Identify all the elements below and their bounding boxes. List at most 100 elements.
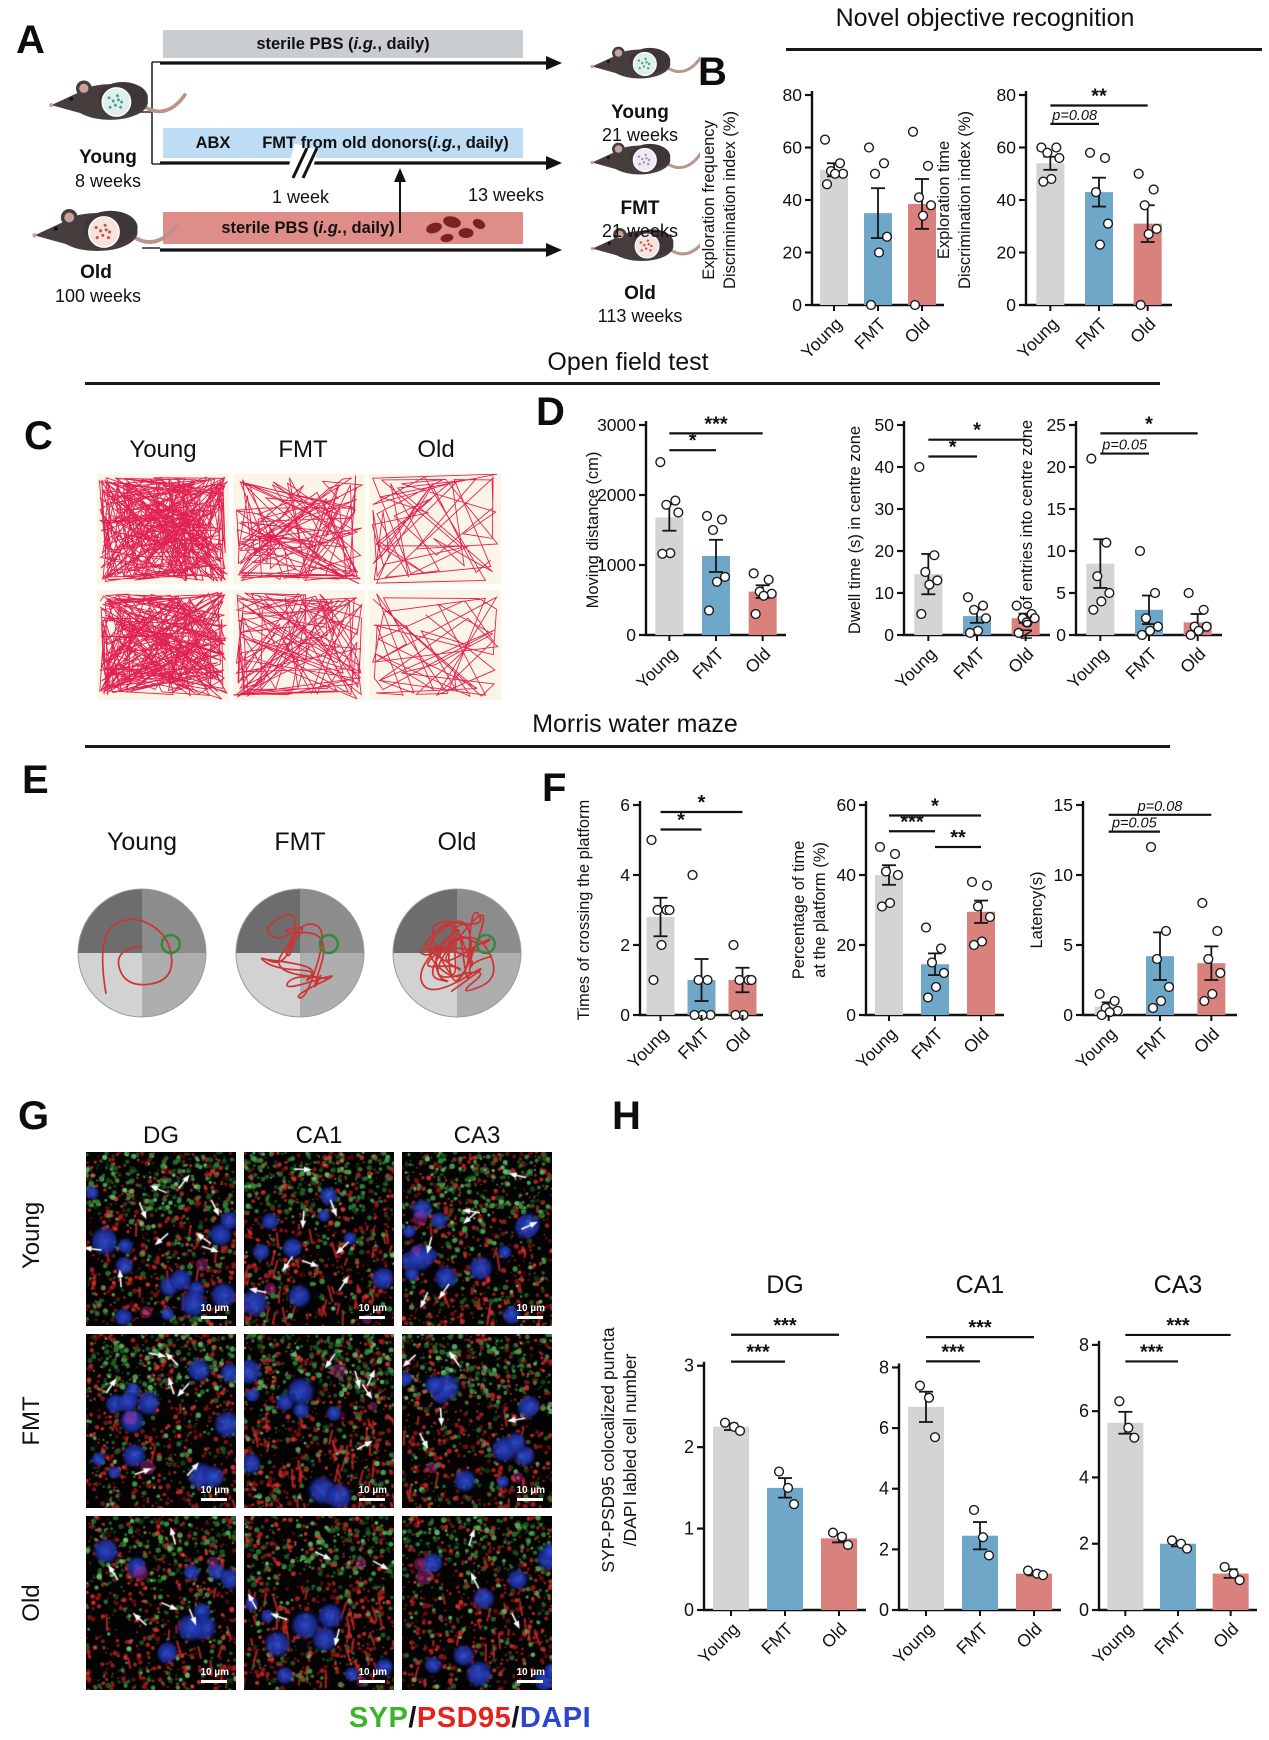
g-col-dg: DG	[143, 1122, 179, 1149]
data-point	[661, 499, 672, 510]
timeline-pbs-young-label: sterile PBS (i.g., daily)	[256, 35, 430, 53]
data-point	[892, 869, 904, 881]
y-tick-label: 25	[1047, 415, 1066, 435]
y-axis-label: Moving distance (cm)	[584, 452, 602, 609]
bar-young	[820, 169, 848, 305]
significance-label: **	[1091, 86, 1107, 108]
data-point	[748, 568, 759, 579]
y-tick-label: 40	[837, 865, 857, 885]
data-point	[1212, 925, 1223, 937]
y-axis-label: Exploration frequency	[700, 119, 718, 279]
data-point	[1133, 168, 1144, 179]
panel-d-label: D	[536, 390, 565, 434]
data-point	[648, 974, 659, 986]
platform-ring-icon	[160, 933, 182, 955]
data-point	[1135, 299, 1146, 311]
stain-legend: SYP/PSD95/DAPI	[310, 1702, 630, 1735]
section-title-openfield: Open field test	[547, 348, 709, 376]
arrow-right-icon	[546, 156, 562, 170]
micrograph-old-ca1: 10 µm	[244, 1516, 394, 1690]
y-axis-label: Dwell time (s) in centre zone	[846, 426, 864, 634]
title-underline-f	[85, 745, 1170, 748]
significance-label: ***	[1140, 1341, 1164, 1363]
data-point	[1203, 953, 1214, 965]
y-axis-label: Discrimination index (%)	[956, 111, 974, 289]
mouse-icon	[590, 142, 700, 175]
chart-exploration-frequency: Exploration frequency Discrimination inde…	[700, 75, 952, 395]
y-tick-label: 20	[875, 541, 895, 561]
data-point	[1149, 587, 1161, 599]
significance-label: p=0.05	[1111, 816, 1158, 832]
g-row-young: Young	[18, 1201, 45, 1269]
data-point	[1219, 1561, 1230, 1573]
data-point	[687, 869, 698, 881]
g-col-ca1: CA1	[295, 1122, 343, 1149]
data-point	[1104, 587, 1115, 599]
scalebar	[201, 1680, 227, 1683]
data-point	[924, 579, 935, 590]
chart-syn-ca3: CA3 0 2 4 6 8 *** *** Young FMT Old	[1063, 1245, 1265, 1700]
data-point	[920, 566, 931, 578]
data-point	[652, 904, 663, 916]
data-point	[1181, 1543, 1193, 1554]
y-tick-label: 4	[1079, 1467, 1089, 1487]
y-tick-label: 80	[783, 85, 803, 105]
result-old-age: 113 weeks	[597, 306, 683, 326]
y-tick-label: 40	[783, 190, 803, 210]
x-tick-label: Young	[694, 1619, 743, 1668]
x-tick-label: Old	[900, 314, 933, 347]
x-tick-label: FMT	[907, 1023, 947, 1063]
significance-label: **	[950, 827, 966, 849]
data-point	[968, 604, 980, 615]
data-point	[878, 158, 890, 169]
svg-text:SYP-PSD95 colocalized puncta: SYP-PSD95 colocalized puncta	[598, 1327, 618, 1572]
data-point	[1185, 629, 1196, 641]
scalebar-label: 10 µm	[516, 1667, 545, 1678]
panel-g-label: G	[18, 1094, 50, 1138]
data-point	[1054, 152, 1065, 164]
scalebar-label: 10 µm	[358, 1485, 387, 1496]
y-tick-label: 2000	[597, 485, 636, 505]
data-point	[863, 142, 875, 153]
y-tick-label: 20	[997, 243, 1017, 263]
data-point	[1151, 953, 1163, 965]
y-tick-label: 20	[783, 243, 803, 263]
micrograph-young-ca1: 10 µm	[244, 1152, 394, 1326]
chart-subtitle: CA1	[956, 1271, 1005, 1299]
y-tick-label: 1	[684, 1519, 694, 1539]
chart-subtitle: DG	[766, 1271, 804, 1299]
x-tick-label: Young	[797, 314, 846, 363]
data-point	[673, 507, 684, 518]
data-point	[842, 1539, 854, 1550]
data-point	[689, 1009, 700, 1021]
chart-dwell-time: Dwell time (s) in centre zone 0 10 20 30 40 50…	[846, 405, 1058, 725]
data-point	[1084, 147, 1096, 158]
data-point	[1102, 218, 1114, 229]
y-axis-label: at the platform (%)	[811, 842, 829, 978]
section-title-nor: Novel objective recognition	[835, 4, 1135, 32]
data-point	[876, 901, 888, 912]
significance-label: *	[1145, 413, 1153, 435]
data-point	[914, 1380, 926, 1391]
data-point	[1101, 537, 1112, 548]
x-tick-label: Old	[959, 1024, 992, 1057]
data-point	[773, 1466, 785, 1477]
data-point	[1094, 239, 1106, 250]
data-point	[788, 1499, 800, 1510]
data-point	[827, 1527, 839, 1538]
y-axis-label: Percentage of time	[790, 841, 808, 980]
significance-label: *	[973, 420, 981, 442]
g-row-fmt: FMT	[18, 1396, 45, 1446]
legend-slash1: /	[408, 1702, 417, 1734]
g-col-ca3: CA3	[453, 1122, 501, 1149]
y-tick-label: 5	[1063, 935, 1073, 955]
data-point	[1092, 571, 1103, 582]
scalebar-label: 10 µm	[200, 1303, 229, 1314]
data-point	[983, 1550, 995, 1561]
title-underline-b	[786, 48, 1262, 51]
data-point	[1215, 967, 1226, 979]
data-point	[1021, 617, 1032, 628]
data-point	[932, 575, 943, 586]
data-point	[763, 574, 774, 585]
